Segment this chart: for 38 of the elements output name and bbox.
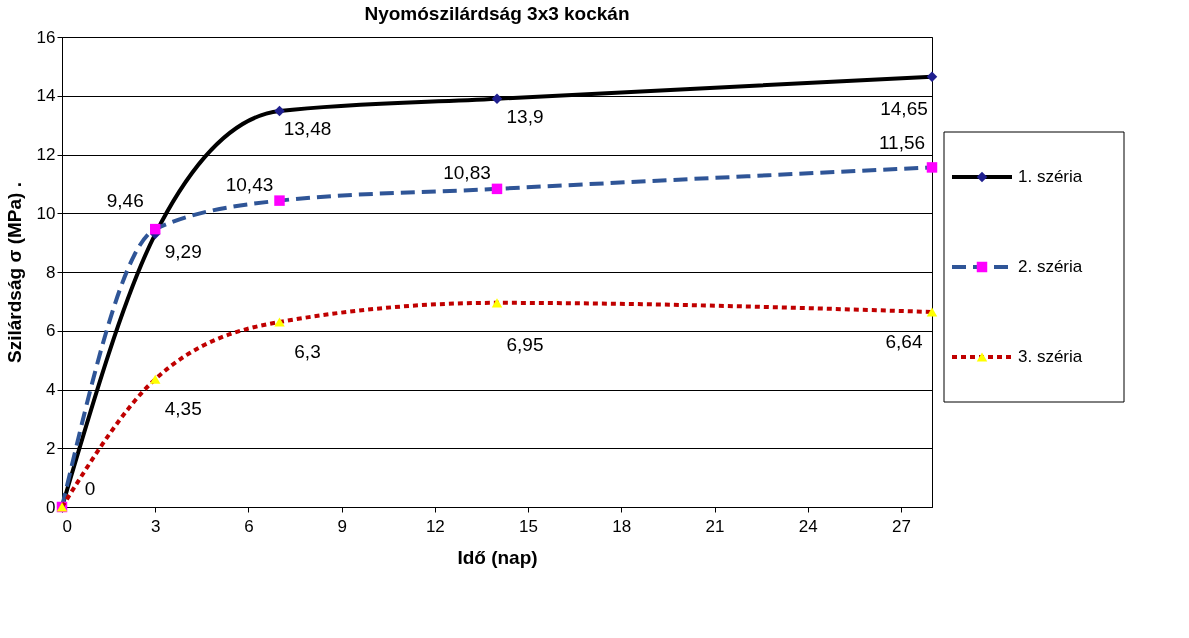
- y-axis-title: Szilárdság σ (MPa) .: [3, 182, 25, 363]
- x-tick-label: 0: [62, 516, 72, 536]
- y-tick-label: 16: [36, 27, 56, 47]
- data-label: 14,65: [880, 98, 928, 120]
- x-tick-label: 18: [612, 516, 632, 536]
- data-label: 13,9: [506, 105, 544, 127]
- data-label: 6,3: [294, 340, 321, 362]
- data-label: 4,35: [164, 398, 202, 420]
- y-tick-label: 0: [46, 497, 56, 517]
- y-tick-label: 6: [46, 321, 56, 341]
- y-tick-label: 8: [46, 262, 56, 282]
- data-label: 11,56: [878, 131, 926, 153]
- data-label: 6,64: [885, 330, 923, 352]
- legend-label: 3. széria: [1018, 347, 1083, 366]
- data-label: 9,46: [106, 190, 144, 212]
- x-tick-label: 6: [244, 516, 254, 536]
- y-tick-label: 14: [36, 86, 56, 106]
- data-label: 10,43: [225, 173, 274, 195]
- y-tick-label: 12: [36, 145, 56, 164]
- x-tick-label: 9: [337, 516, 347, 536]
- x-tick-label: 21: [705, 516, 725, 536]
- y-tick-label: 10: [36, 203, 56, 223]
- chart-title: Nyomószilárdság 3x3 kockán: [364, 3, 630, 24]
- x-tick-label: 3: [150, 516, 161, 536]
- legend-label: 2. széria: [1018, 257, 1083, 276]
- data-label: 0: [84, 478, 96, 499]
- x-tick-label: 12: [425, 516, 445, 536]
- data-label: 6,95: [506, 333, 544, 355]
- x-tick-label: 27: [891, 516, 911, 536]
- y-tick-label: 4: [46, 380, 56, 399]
- data-label: 9,29: [164, 241, 202, 263]
- x-tick-label: 24: [798, 516, 818, 536]
- data-label: 13,48: [283, 118, 332, 140]
- x-tick-label: 15: [519, 516, 539, 536]
- x-axis-title: Idő (nap): [457, 546, 538, 568]
- y-tick-label: 2: [46, 438, 56, 458]
- legend-label: 1. széria: [1018, 167, 1083, 186]
- data-label: 10,83: [443, 161, 491, 183]
